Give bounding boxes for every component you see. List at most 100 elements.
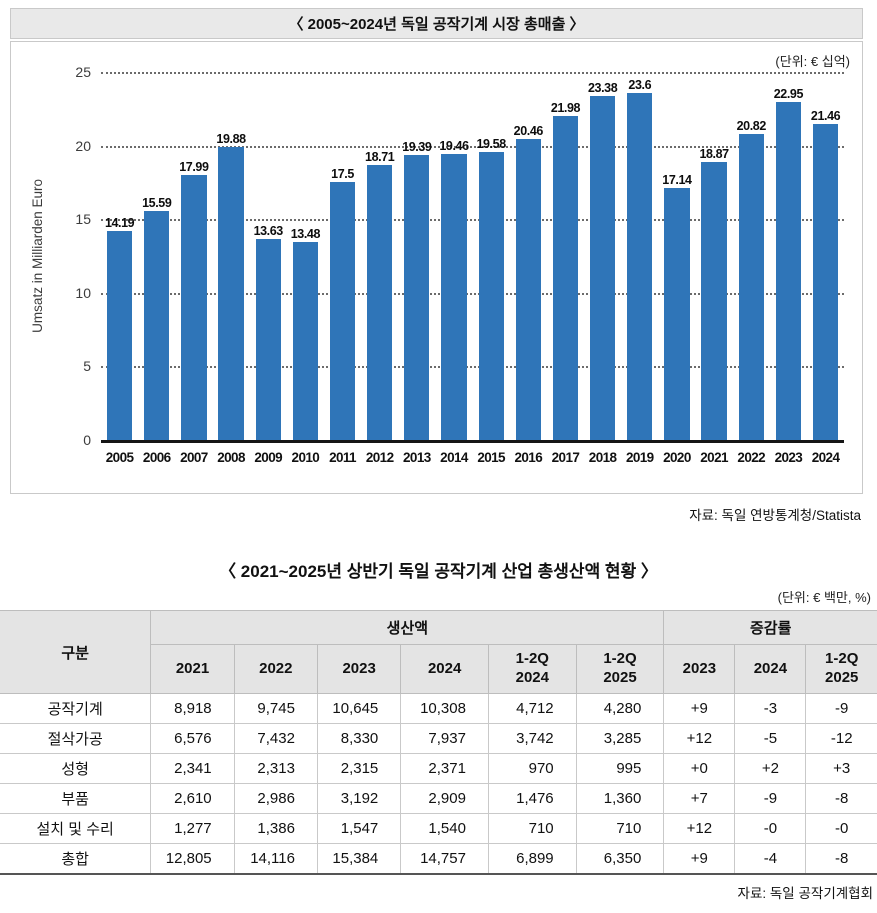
production-cell: 9,745	[233, 693, 318, 724]
bar-value-label: 20.82	[736, 118, 767, 133]
bar-2022	[738, 133, 764, 440]
production-cell: 1,476	[487, 783, 577, 814]
bar-value-label: 18.71	[365, 149, 395, 164]
bar-slot-2005: 14.19	[101, 72, 138, 440]
sub-header-2: 2023	[316, 644, 402, 694]
bar-slot-2008: 19.88	[212, 72, 249, 440]
production-cell: 710	[575, 813, 665, 844]
x-tick-label: 2005	[105, 450, 134, 465]
production-cell: 15,384	[316, 843, 402, 874]
table-header-group-row: 구분 생산액 증감률	[0, 610, 877, 694]
bar-slot-2014: 19.46	[435, 72, 472, 440]
sub-header-7: 2024	[734, 644, 807, 694]
production-cell: 6,899	[487, 843, 577, 874]
y-tick-label: 5	[83, 358, 91, 375]
production-cell: 7,937	[400, 723, 489, 754]
production-cell: 8,918	[150, 693, 235, 724]
x-tick-label: 2015	[477, 450, 505, 465]
production-cell: 12,805	[150, 843, 235, 874]
table-row-부품: 부품 2,610 2,986 3,192 2,909 1,476 1,360 +7 -9 -8	[0, 783, 877, 814]
production-cell: 2,313	[233, 753, 318, 784]
table-header-sub-row: 2021 2022 2023 2024 1-2Q 2024 1-2Q 2025 2023 20…	[0, 644, 877, 694]
bar-2018	[589, 95, 616, 440]
x-tick-label: 2017	[551, 450, 580, 465]
bar-2015	[478, 151, 504, 440]
table-row-절삭가공: 절삭가공 6,576 7,432 8,330 7,937 3,742 3,285 +12 -5-…	[0, 723, 877, 754]
bar-value-label: 21.46	[810, 109, 841, 124]
bar-value-label: 20.46	[513, 123, 544, 138]
bar-value-label: 13.48	[290, 226, 321, 241]
bar-2024	[812, 124, 839, 440]
sub-header-5: 1-2Q 2025	[575, 644, 665, 694]
production-cell: 1,547	[316, 813, 402, 844]
sub-header-6: 2023	[663, 644, 736, 694]
gridline	[101, 219, 844, 222]
bar-2023	[775, 102, 802, 440]
bar-slot-2022: 20.82	[733, 72, 770, 440]
bar-value-label: 17.5	[331, 167, 354, 182]
bar-slot-2013: 19.39	[398, 72, 435, 440]
production-cell: 1,360	[575, 783, 665, 814]
chart-section: 〈 2005~2024년 독일 공작기계 시장 총매출 〉 (단위: € 십억)…	[10, 8, 863, 524]
production-cell: 970	[487, 753, 577, 784]
production-cell: 8,330	[316, 723, 402, 754]
x-tick-label: 2010	[291, 450, 320, 465]
header-group-production: 생산액	[150, 610, 665, 645]
chart-box: (단위: € 십억) Umsatz in Milliarden Euro 14.…	[10, 41, 863, 494]
x-tick-label: 2018	[588, 450, 617, 465]
x-axis-labels: 2005 2006 2007 2008 2009 2010 2011 2012 2013 2014…	[101, 450, 844, 465]
y-tick-label: 25	[75, 64, 91, 80]
growth-cell: -5	[734, 723, 807, 754]
x-tick-label: 2024	[811, 450, 840, 465]
bar-2008	[218, 147, 244, 440]
x-tick-label: 2014	[440, 450, 468, 465]
sub-header-4: 1-2Q 2024	[487, 644, 577, 694]
bar-value-label: 17.14	[662, 172, 692, 187]
production-cell: 3,192	[316, 783, 402, 814]
bar-value-label: 19.39	[402, 139, 432, 154]
bar-2006	[144, 210, 170, 440]
x-tick-label: 2022	[737, 450, 766, 465]
bar-slot-2015: 19.58	[473, 72, 510, 440]
production-cell: 2,371	[400, 753, 489, 784]
growth-cell: +12	[663, 723, 736, 754]
growth-cell: +9	[663, 693, 736, 724]
bar-2016	[515, 138, 541, 440]
x-tick-label: 2016	[514, 450, 543, 465]
bar-value-label: 19.88	[216, 132, 246, 147]
y-axis-label-wrap: Umsatz in Milliarden Euro	[25, 72, 49, 440]
bar-slot-2017: 21.98	[547, 72, 584, 440]
growth-cell: -4	[734, 843, 807, 874]
x-tick-label: 2021	[700, 450, 728, 465]
bar-2013	[404, 154, 430, 440]
sub-header-1: 2022	[233, 644, 318, 694]
x-tick-label: 2012	[365, 450, 394, 465]
bar-value-label: 19.58	[476, 136, 507, 151]
growth-cell: +2	[734, 753, 807, 784]
table-unit-note: (단위: € 백만, %)	[777, 590, 871, 605]
growth-cell: -8	[805, 783, 877, 814]
production-cell: 10,308	[400, 693, 489, 724]
growth-cell: +3	[805, 753, 877, 784]
bar-slot-2021: 18.87	[696, 72, 733, 440]
x-tick-label: 2020	[663, 450, 691, 465]
bar-2020	[664, 187, 690, 440]
x-tick-label: 2009	[254, 450, 283, 465]
production-cell: 2,315	[316, 753, 402, 784]
bar-2005	[106, 231, 133, 440]
x-tick-label: 2006	[142, 450, 171, 465]
bar-2009	[255, 239, 281, 440]
gridline	[101, 72, 844, 74]
bar-slot-2012: 18.71	[361, 72, 398, 440]
bar-value-label: 15.59	[142, 195, 172, 210]
bars-row: 14.19 15.59 17.99 19.88 13.63 13.48 17.5 18.71 1…	[101, 72, 844, 440]
bar-2007	[181, 175, 207, 440]
bar-slot-2023: 22.95	[770, 72, 807, 440]
growth-cell: -0	[734, 813, 807, 844]
y-tick-label: 0	[83, 432, 91, 448]
production-cell: 2,341	[150, 753, 235, 784]
table-row-총합: 총합 12,805 14,116 15,384 14,757 6,899 6,350 +9 -4…	[0, 843, 877, 874]
bar-2019	[627, 92, 653, 440]
growth-cell: +0	[663, 753, 736, 784]
bar-value-label: 14.19	[104, 216, 135, 231]
